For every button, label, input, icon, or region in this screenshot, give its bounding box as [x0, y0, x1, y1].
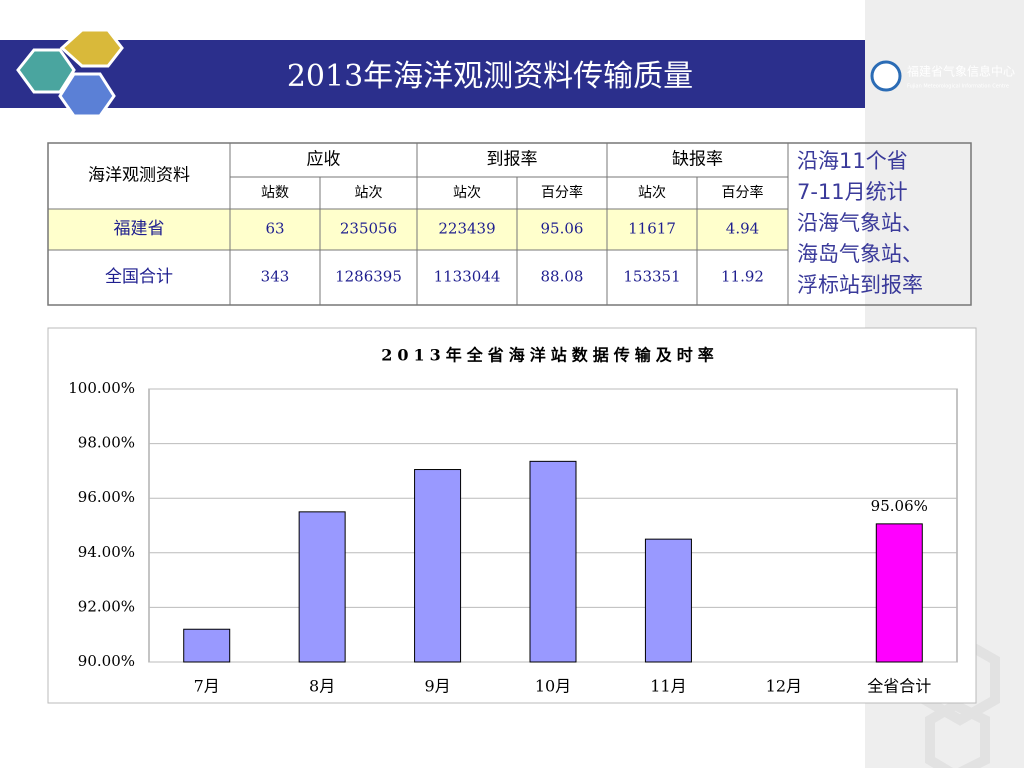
- table-border: [47, 142, 972, 306]
- bar: [875, 523, 923, 663]
- table-cell: 4.94: [726, 220, 759, 238]
- bar: [183, 628, 231, 663]
- x-tick-label: 9月: [424, 677, 450, 696]
- table-cell: 1286395: [335, 268, 402, 286]
- x-tick-label: 8月: [309, 677, 335, 696]
- value-label: 95.06%: [871, 497, 928, 515]
- x-tick-label: 10月: [535, 677, 571, 696]
- bar: [298, 511, 346, 663]
- table-header: 应收: [307, 150, 341, 170]
- table-cell: 235056: [340, 220, 397, 238]
- table-cell: 63: [265, 220, 284, 238]
- table-cell: 223439: [438, 220, 495, 238]
- logo-hexagons: [16, 28, 124, 118]
- table-cell: 343: [261, 268, 290, 286]
- y-tick-label: 96.00%: [78, 488, 135, 506]
- x-tick-label: 11月: [650, 677, 686, 696]
- bar: [529, 460, 577, 663]
- note-line: 7-11月统计: [797, 180, 908, 204]
- y-tick-label: 98.00%: [78, 434, 135, 452]
- table-header: 到报率: [487, 150, 538, 170]
- y-tick-label: 94.00%: [78, 543, 135, 561]
- table-header: 海洋观测资料: [88, 166, 190, 186]
- x-tick-label: 12月: [766, 677, 802, 696]
- y-tick-label: 92.00%: [78, 597, 135, 615]
- table-cell: 88.08: [541, 268, 584, 286]
- table-row-highlight: [48, 209, 788, 250]
- logo-icon: [870, 60, 902, 92]
- logo-subtitle: Fujian Meteorological Information Centre: [907, 84, 1009, 90]
- table-subheader: 百分率: [541, 184, 583, 201]
- note-line: 浮标站到报率: [797, 273, 923, 297]
- x-tick-label: 7月: [194, 677, 220, 696]
- y-tick-label: 90.00%: [78, 652, 135, 670]
- table-cell: 全国合计: [105, 267, 173, 287]
- table-subheader: 站次: [638, 185, 666, 201]
- table-cell: 11.92: [721, 268, 764, 286]
- y-tick-label: 100.00%: [68, 379, 135, 397]
- note-line: 海岛气象站、: [797, 242, 923, 266]
- logo-name: 福建省气象信息中心: [907, 64, 1015, 79]
- table-cell: 福建省: [114, 219, 165, 239]
- chart-title: 2013年全省海洋站数据传输及时率: [381, 346, 719, 365]
- table-cell: 11617: [628, 220, 676, 238]
- title-band: [0, 40, 865, 108]
- bar: [414, 469, 462, 663]
- bar: [644, 538, 692, 663]
- table-cell: 153351: [623, 268, 680, 286]
- page-title: 2013年海洋观测资料传输质量: [287, 59, 693, 94]
- table-subheader: 站次: [355, 185, 383, 201]
- table-subheader: 站次: [453, 185, 481, 201]
- table-cell: 95.06: [541, 220, 584, 238]
- note-line: 沿海11个省: [797, 149, 908, 173]
- table-subheader: 百分率: [722, 184, 764, 201]
- table-cell: 1133044: [434, 268, 501, 286]
- table-subheader: 站数: [261, 185, 289, 201]
- x-tick-label: 全省合计: [867, 677, 931, 696]
- table-header: 缺报率: [672, 150, 723, 170]
- note-line: 沿海气象站、: [797, 211, 923, 235]
